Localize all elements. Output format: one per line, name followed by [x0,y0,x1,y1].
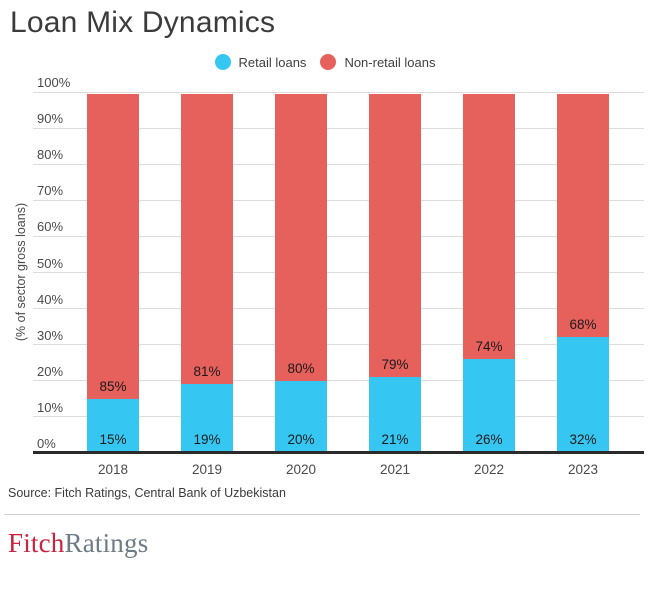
y-tick-label-30: 30% [37,327,67,344]
bar-segment-nonretail-2022 [463,94,515,360]
value-label-nonretail-2023: 68% [569,317,597,333]
y-tick-label-100: 100% [37,75,74,91]
source-note: Source: Fitch Ratings, Central Bank of U… [8,486,286,500]
y-tick-label-20: 20% [37,363,67,380]
value-label-nonretail-2018: 85% [99,378,127,394]
plot-area: 0% 10% 20% 30% 40% 50% 60% 70% 80% 90% 100% 85% 15% 2… [33,75,644,477]
bar-segment-nonretail-2020 [275,94,327,381]
legend-item-non-retail-loans: Non-retail loans [320,54,435,70]
x-tick-label-2022: 2022 [473,462,505,477]
y-tick-label-60: 60% [37,219,67,236]
y-tick-label-90: 90% [37,111,67,128]
bar-segment-retail-2022 [463,359,515,453]
y-tick-label-10: 10% [37,399,67,416]
gridline-90 [33,127,644,129]
gridline-40 [33,308,644,310]
value-label-retail-2019: 19% [193,432,221,447]
gridline-60 [33,235,644,237]
value-label-retail-2023: 32% [569,432,597,447]
bar-segment-retail-2020 [275,380,327,453]
bar-2023: 68% 32% [557,92,609,453]
bar-segment-nonretail-2018 [87,94,139,399]
value-label-nonretail-2021: 79% [381,357,409,373]
y-tick-label-70: 70% [37,183,67,200]
bar-segment-nonretail-2021 [369,94,421,378]
y-tick-label-80: 80% [37,147,67,164]
gridline-70 [33,199,644,201]
value-label-nonretail-2020: 80% [287,360,315,376]
gridline-30 [33,344,644,346]
y-tick-label-40: 40% [37,291,67,308]
legend-label: Retail loans [238,54,307,70]
y-axis-title: (% of sector gross loans) [14,202,28,342]
fitch-ratings-logo: FitchRatings [8,528,148,559]
x-tick-label-2023: 2023 [567,462,599,477]
value-label-nonretail-2022: 74% [475,339,503,355]
x-axis-line [33,451,644,454]
value-label-retail-2018: 15% [99,432,127,447]
bar-segment-retail-2019 [181,384,233,453]
gridline-50 [33,272,644,273]
bar-segment-nonretail-2019 [181,94,233,385]
x-tick-label-2021: 2021 [379,462,411,477]
value-label-retail-2020: 20% [287,432,315,447]
legend-label: Non-retail loans [344,54,436,70]
gridline-100 [33,91,644,93]
value-label-nonretail-2019: 81% [193,364,221,380]
value-label-retail-2022: 26% [475,432,503,447]
gridline-80 [33,163,644,165]
legend-dot-icon [214,54,231,70]
bar-2018: 85% 15% [87,92,139,453]
chart-title: Loan Mix Dynamics [10,6,276,39]
gridline-20 [33,380,644,382]
y-tick-label-50: 50% [37,255,67,272]
chart-legend: Retail loans Non-retail loans [0,54,650,70]
legend-dot-icon [320,54,337,70]
gridline-10 [33,416,644,418]
bar-2022: 74% 26% [463,92,515,453]
y-tick-label-0: 0% [37,436,59,452]
logo-fitch-text: Fitch [8,528,65,558]
bar-segment-nonretail-2023 [557,94,609,338]
legend-item-retail-loans: Retail loans [214,54,307,70]
bar-2020: 80% 20% [275,92,327,453]
bar-2019: 81% 19% [181,92,233,453]
logo-ratings-text: Ratings [64,528,149,558]
bar-segment-retail-2021 [369,377,421,453]
x-tick-label-2020: 2020 [285,462,317,477]
footer-divider [4,514,640,515]
x-tick-label-2018: 2018 [97,462,129,477]
bar-segment-retail-2023 [557,337,609,453]
bar-2021: 79% 21% [369,92,421,453]
bar-segment-retail-2018 [87,398,139,453]
x-tick-label-2019: 2019 [191,462,223,477]
value-label-retail-2021: 21% [381,432,409,447]
